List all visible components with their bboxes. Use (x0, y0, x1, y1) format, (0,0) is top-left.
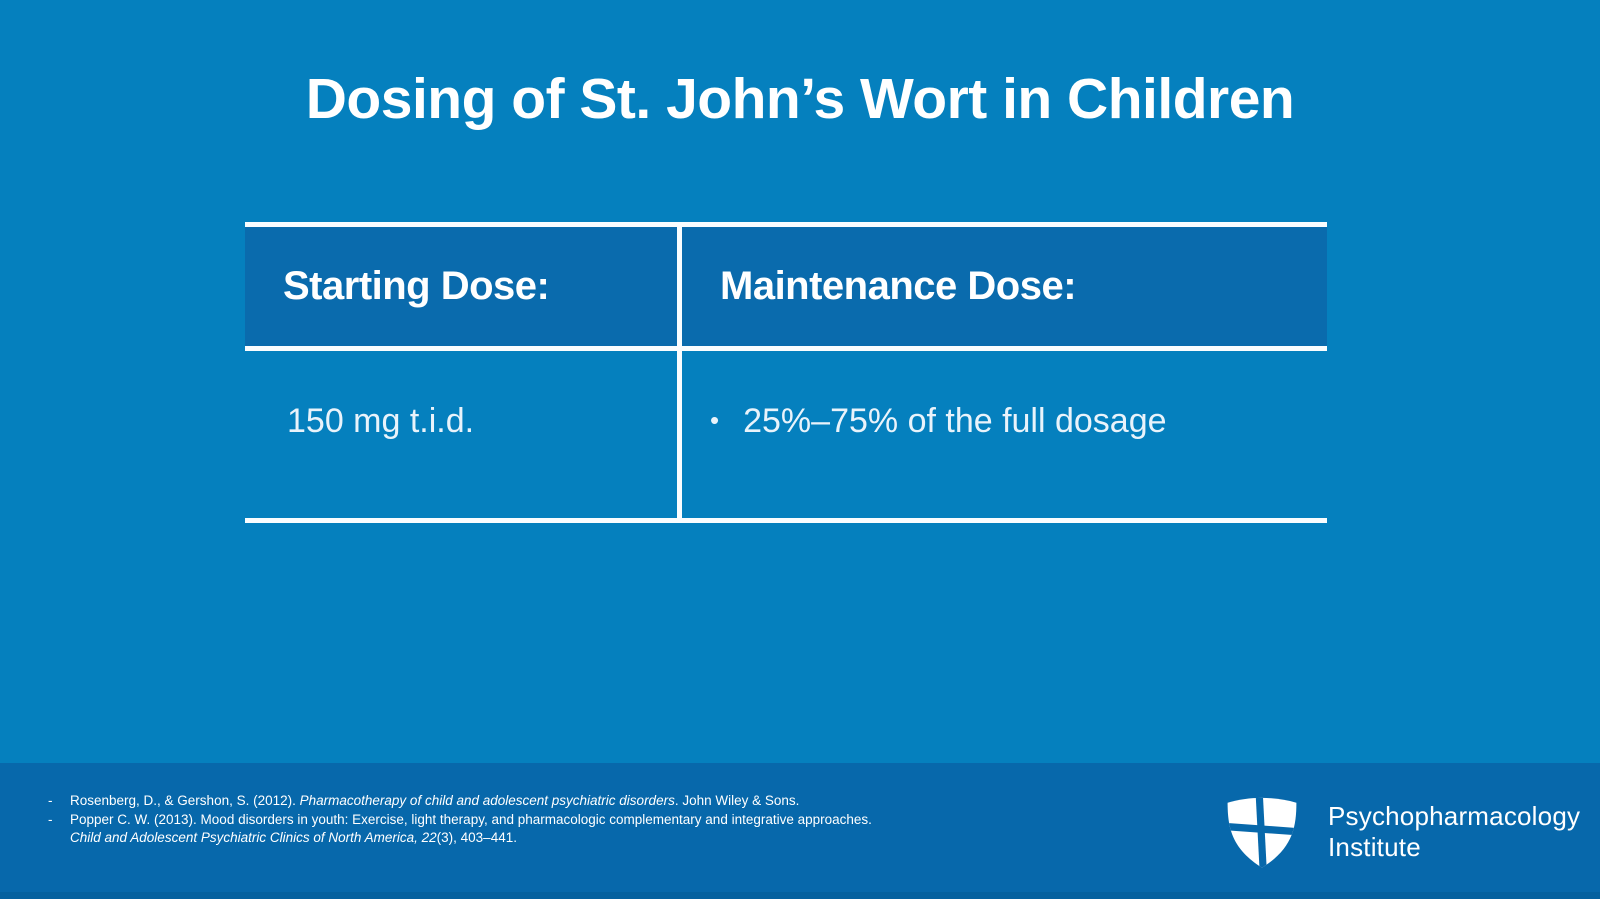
reference-marker: - (48, 793, 53, 808)
bullet-marker: • (710, 405, 720, 435)
reference-text: Popper C. W. (2013). Mood disorders in y… (70, 811, 872, 846)
logo-line1: Psychopharmacology (1328, 801, 1581, 831)
starting-dose-value: 150 mg t.i.d. (287, 402, 475, 440)
logo: Psychopharmacology Institute (1222, 793, 1580, 871)
table-header-starting-dose: Starting Dose: (245, 227, 677, 346)
shield-cross-icon (1227, 797, 1297, 868)
header-label-maintenance-dose: Maintenance Dose: (720, 264, 1077, 308)
reference-item: - Rosenberg, D., & Gershon, S. (2012). Ph… (48, 792, 898, 811)
header-label-starting-dose: Starting Dose: (283, 264, 550, 308)
bottom-strip (0, 892, 1600, 899)
logo-wordmark: Psychopharmacology Institute (1328, 801, 1580, 863)
dosing-table: Starting Dose: Maintenance Dose: 150 mg … (245, 222, 1327, 523)
page-title: Dosing of St. John’s Wort in Children (305, 67, 1295, 131)
reference-marker: - (48, 811, 53, 827)
logo-line2: Institute (1328, 832, 1421, 862)
table-cell-maintenance-dose: • 25%–75% of the full dosage (682, 351, 1327, 518)
reference-text: Rosenberg, D., & Gershon, S. (2012). Pha… (70, 793, 800, 808)
footer-band: - Rosenberg, D., & Gershon, S. (2012). Ph… (0, 763, 1600, 899)
table-header-maintenance-dose: Maintenance Dose: (682, 227, 1327, 346)
references-list: - Rosenberg, D., & Gershon, S. (2012). Ph… (48, 792, 898, 848)
table-cell-starting-dose: 150 mg t.i.d. (245, 351, 677, 518)
maintenance-dose-value: 25%–75% of the full dosage (743, 402, 1167, 440)
reference-item: - Popper C. W. (2013). Mood disorders in … (48, 811, 898, 848)
